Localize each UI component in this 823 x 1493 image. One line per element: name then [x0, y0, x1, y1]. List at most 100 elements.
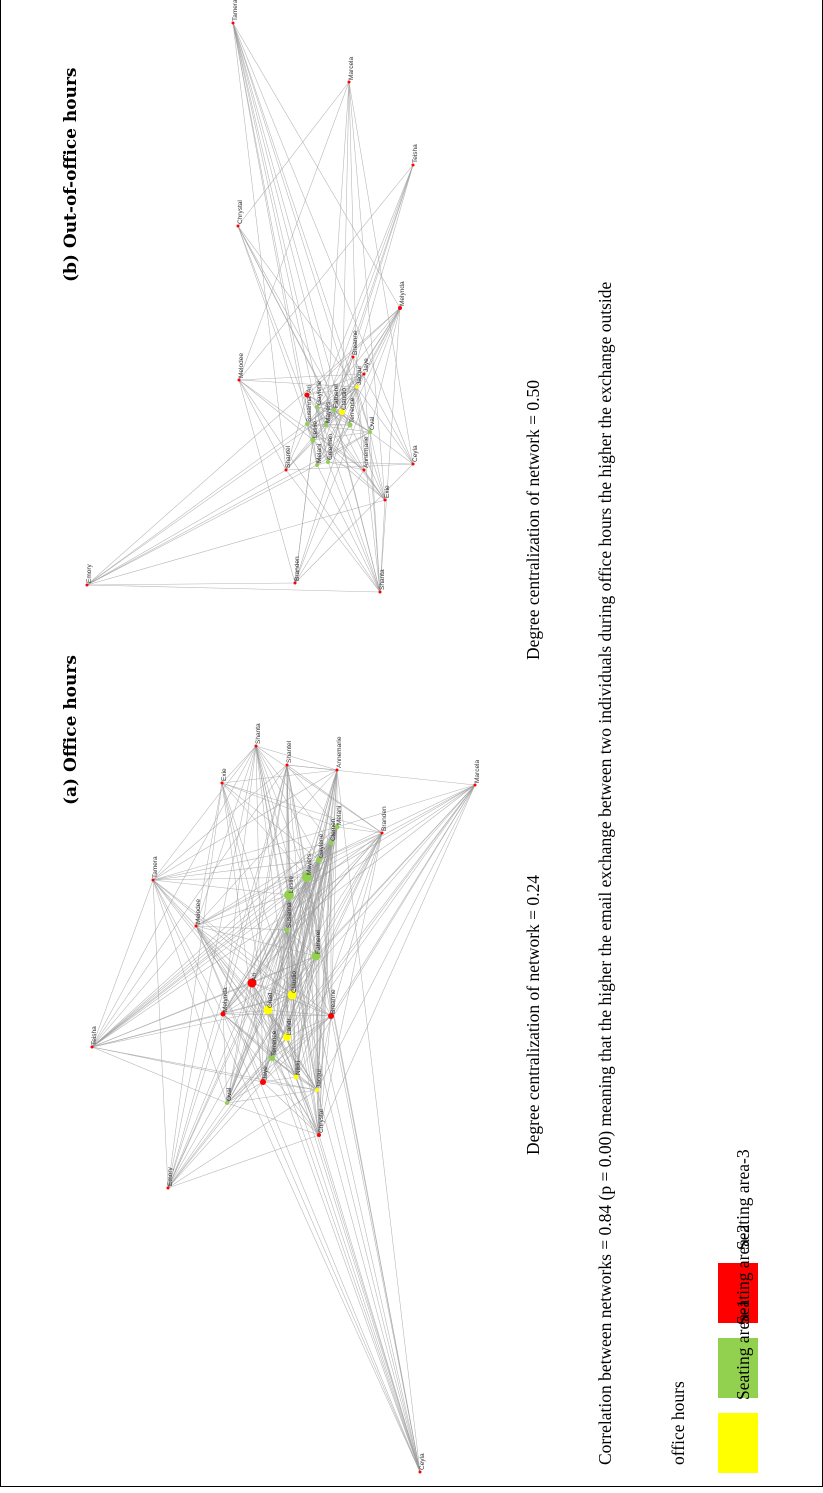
out-of-office-edge	[238, 379, 287, 471]
office-edge	[91, 832, 383, 1048]
office-node-fatherel	[311, 951, 321, 961]
out-of-office-edge	[238, 373, 365, 381]
office-node-jacqui	[315, 1088, 319, 1092]
office-edge	[271, 1057, 320, 1136]
office-edge	[255, 745, 308, 878]
office-edge	[288, 784, 476, 896]
out-of-office-edge	[306, 386, 358, 396]
out-of-office-edge	[327, 411, 343, 463]
office-edge	[195, 745, 257, 927]
office-edge	[286, 929, 320, 1136]
out-of-office-edge	[232, 22, 314, 441]
out-of-office-edge	[306, 373, 365, 425]
office-node-shanta	[254, 744, 258, 748]
office-edge	[251, 894, 290, 984]
office-edge	[221, 782, 320, 861]
office-edge	[221, 745, 257, 784]
out-of-office-edge	[306, 394, 327, 426]
office-edge	[318, 784, 476, 861]
office-node-emory	[166, 1186, 170, 1190]
office-edge	[295, 955, 317, 1078]
office-edge	[318, 842, 332, 861]
out-of-office-edge	[316, 424, 351, 466]
office-edge	[222, 982, 253, 1015]
office-edge	[330, 826, 338, 844]
out-of-office-edge	[341, 411, 371, 433]
office-edge	[306, 784, 476, 878]
office-edge	[152, 764, 288, 881]
office-edge	[251, 982, 297, 1078]
office-edge	[330, 1015, 421, 1473]
legend-swatch-seating-area-3	[718, 1263, 758, 1323]
office-label-chad: Chad	[267, 992, 274, 1008]
out-of-office-edge	[86, 582, 296, 586]
office-edge	[286, 1036, 318, 1091]
office-edge	[306, 769, 338, 878]
office-edge	[91, 879, 154, 1048]
office-edge	[226, 1057, 273, 1104]
office-node-melodee	[194, 924, 198, 928]
office-edge	[167, 1134, 320, 1189]
office-edge	[251, 764, 288, 984]
out-of-office-edge	[325, 386, 358, 426]
office-edge	[271, 842, 332, 1059]
out-of-office-label-melodee: Melodee	[238, 353, 245, 378]
office-edge	[91, 925, 197, 1048]
office-edge	[318, 784, 476, 1136]
out-of-office-edge	[316, 386, 358, 408]
office-label-claudio: Claudio	[291, 971, 298, 993]
out-of-office-node-mayers	[324, 423, 328, 427]
office-node-melani	[334, 824, 340, 830]
office-label-shantel: Shantel	[286, 740, 293, 763]
office-edge	[288, 826, 338, 896]
out-of-office-edge	[312, 406, 318, 441]
out-of-office-edge	[232, 22, 414, 465]
office-label-teisha: Teisha	[91, 1026, 98, 1045]
office-label-ceyla: Ceyla	[419, 1453, 426, 1470]
office-node-branden	[380, 831, 384, 835]
office-edge	[262, 1076, 297, 1083]
office-node-annemarie	[335, 768, 339, 772]
office-edge	[195, 925, 273, 1059]
office-edge	[288, 894, 297, 1078]
office-edge	[221, 782, 293, 996]
office-edge	[195, 925, 421, 1473]
office-edge	[271, 994, 293, 1059]
office-edge	[336, 826, 383, 834]
office-label-fatherel: Fatherel	[315, 930, 322, 954]
office-edge	[330, 832, 383, 1017]
office-edge	[291, 784, 476, 996]
office-label-landr: Landr	[286, 1018, 293, 1035]
office-hours-network: Teisha Emory Ceyla Marcela Tamera Exie Shanta M…	[90, 723, 481, 1474]
office-edge	[286, 1036, 297, 1078]
office-node-shantel	[285, 763, 289, 767]
office-label-susanna: Susanna	[286, 902, 293, 928]
correlation-line-2: office hours	[668, 1381, 688, 1465]
office-label-melani: Melani	[336, 806, 343, 825]
out-of-office-edge	[363, 469, 386, 501]
out-of-office-edge	[306, 373, 365, 396]
out-of-office-label-claudio: Claudio	[341, 388, 348, 410]
office-label-branden: Branden	[381, 806, 388, 831]
office-edge	[262, 1015, 332, 1083]
out-of-office-label-melynda: Melynda	[399, 281, 406, 306]
office-label-gaylene: Gaylene	[318, 833, 325, 858]
out-of-office-label-mayers: Mayers	[325, 401, 332, 423]
office-edge	[291, 859, 320, 996]
office-edge	[195, 894, 290, 927]
out-of-office-edge	[306, 423, 371, 433]
office-edge	[221, 782, 264, 1083]
office-label-chrystal: Chrystal	[318, 1109, 325, 1133]
out-of-office-label-shantel: Shantel	[285, 445, 292, 468]
office-edge	[251, 982, 264, 1083]
panel-b-centralization: Degree centralization of network = 0.50	[523, 380, 543, 660]
office-edge	[91, 859, 320, 1048]
legend-label-seating-area-3: Seating area-3	[733, 1149, 753, 1250]
office-edge	[255, 745, 264, 1083]
out-of-office-edge	[232, 22, 401, 309]
office-edge	[167, 1089, 318, 1189]
out-of-office-edge	[369, 307, 401, 433]
office-edge	[267, 842, 332, 1011]
out-of-office-edge	[232, 22, 329, 463]
office-edge	[316, 784, 476, 1091]
